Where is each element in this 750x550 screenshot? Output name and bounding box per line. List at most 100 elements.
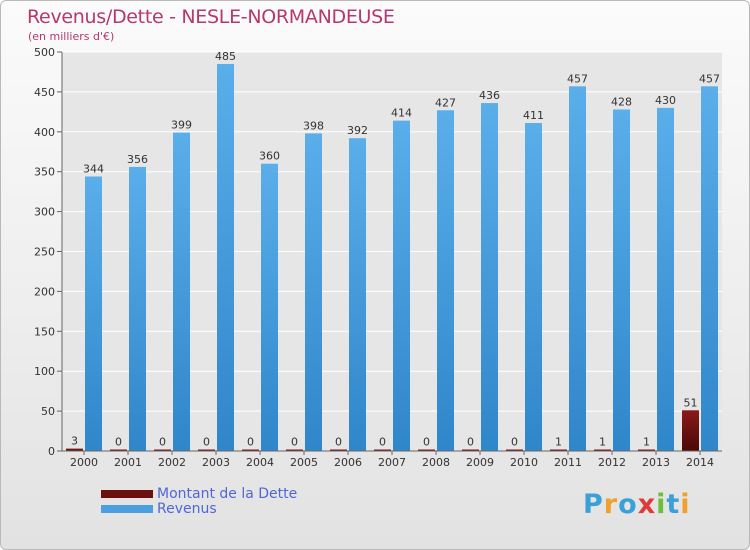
data-label-revenue: 457 [567,72,588,85]
bar-revenue [261,163,278,451]
data-label-debt: 1 [643,436,650,449]
data-label-revenue: 428 [611,95,632,108]
x-tick-label: 2009 [466,456,494,469]
gridlines [62,51,722,452]
x-tick-label: 2012 [598,456,626,469]
data-label-debt: 3 [71,435,78,448]
data-label-debt: 0 [159,436,166,449]
bar-debt [418,449,435,451]
bar-debt [330,449,347,451]
legend-label-revenue: Revenus [157,501,217,517]
y-tick-label: 100 [34,365,55,378]
y-tick-label: 50 [41,405,55,418]
logo-letter: r [603,489,619,520]
bar-revenue [129,166,146,452]
data-label-debt: 0 [467,436,474,449]
bar-debt [374,449,391,451]
data-label-debt: 51 [684,396,698,409]
bar-revenue [349,138,366,451]
data-label-debt: 0 [247,436,254,449]
bar-debt [286,449,303,451]
y-tick-label: 0 [48,445,55,458]
bar-debt [594,449,611,451]
bar-debt [110,449,127,451]
bar-debt [462,449,479,451]
bar-revenue [437,110,454,451]
bars [66,63,718,452]
legend-swatch-revenue [101,505,153,513]
data-label-debt: 0 [511,436,518,449]
bar-debt [638,449,655,451]
bar-debt [682,410,699,451]
data-label-revenue: 427 [435,96,456,109]
y-tick-label: 200 [34,285,55,298]
bar-revenue [701,86,718,452]
data-label-debt: 0 [423,436,430,449]
bar-debt [154,449,171,451]
x-tick-label: 2008 [422,456,450,469]
chart-title: Revenus/Dette - NESLE-NORMANDEUSE [27,6,395,28]
x-tick-label: 2007 [378,456,406,469]
bar-revenue [85,176,102,451]
bar-revenue [173,132,190,451]
y-tick-label: 400 [34,126,55,139]
logo-letter: i [680,489,691,520]
data-label-debt: 0 [379,436,386,449]
bar-revenue [657,107,674,452]
proxiti-logo: Proxiti [583,489,691,520]
data-label-debt: 0 [115,436,122,449]
bar-revenue [525,123,542,451]
data-label-revenue: 457 [699,72,720,85]
data-label-revenue: 436 [479,89,500,102]
data-label-revenue: 392 [347,124,368,137]
data-label-debt: 0 [291,436,298,449]
logo-letter: t [666,489,681,520]
logo-letter: x [637,489,657,520]
logo-letter: P [583,489,604,520]
x-tick-label: 2000 [70,456,98,469]
x-tick-label: 2005 [290,456,318,469]
chart-subtitle: (en milliers d'€) [28,30,115,43]
data-label-revenue: 398 [303,119,324,132]
logo-letter: o [618,489,638,520]
bar-debt [66,448,83,451]
y-tick-label: 250 [34,246,55,259]
legend-swatch-debt [101,490,153,498]
x-tick-label: 2011 [554,456,582,469]
bar-revenue [569,86,586,452]
bar-debt [198,449,215,451]
y-tick-label: 350 [34,166,55,179]
x-tick-label: 2014 [686,456,714,469]
bar-debt [550,449,567,451]
bar-debt [242,449,259,451]
bar-revenue [393,120,410,452]
data-label-revenue: 344 [83,162,104,175]
x-tick-label: 2004 [246,456,274,469]
bar-revenue [613,109,630,452]
x-tick-label: 2003 [202,456,230,469]
data-label-revenue: 414 [391,107,412,120]
bar-revenue [217,63,234,451]
data-label-revenue: 411 [523,109,544,122]
x-tick-label: 2010 [510,456,538,469]
y-tick-label: 450 [34,86,55,99]
x-tick-label: 2006 [334,456,362,469]
bar-revenue [305,133,322,451]
x-tick-label: 2001 [114,456,142,469]
data-label-debt: 1 [599,436,606,449]
data-labels: 3 344 0 356 0 399 0 485 0 360 0 398 0 392 0 414 0 427 0 436… [71,50,720,449]
data-label-debt: 0 [335,436,342,449]
data-label-debt: 0 [203,436,210,449]
x-tick-label: 2002 [158,456,186,469]
y-tick-label: 500 [34,46,55,59]
y-tick-label: 300 [34,206,55,219]
data-label-debt: 1 [555,436,562,449]
data-label-revenue: 485 [215,50,236,63]
data-label-revenue: 399 [171,119,192,132]
y-tick-label: 150 [34,325,55,338]
data-label-revenue: 360 [259,150,280,163]
legend-label-debt: Montant de la Dette [157,486,298,502]
